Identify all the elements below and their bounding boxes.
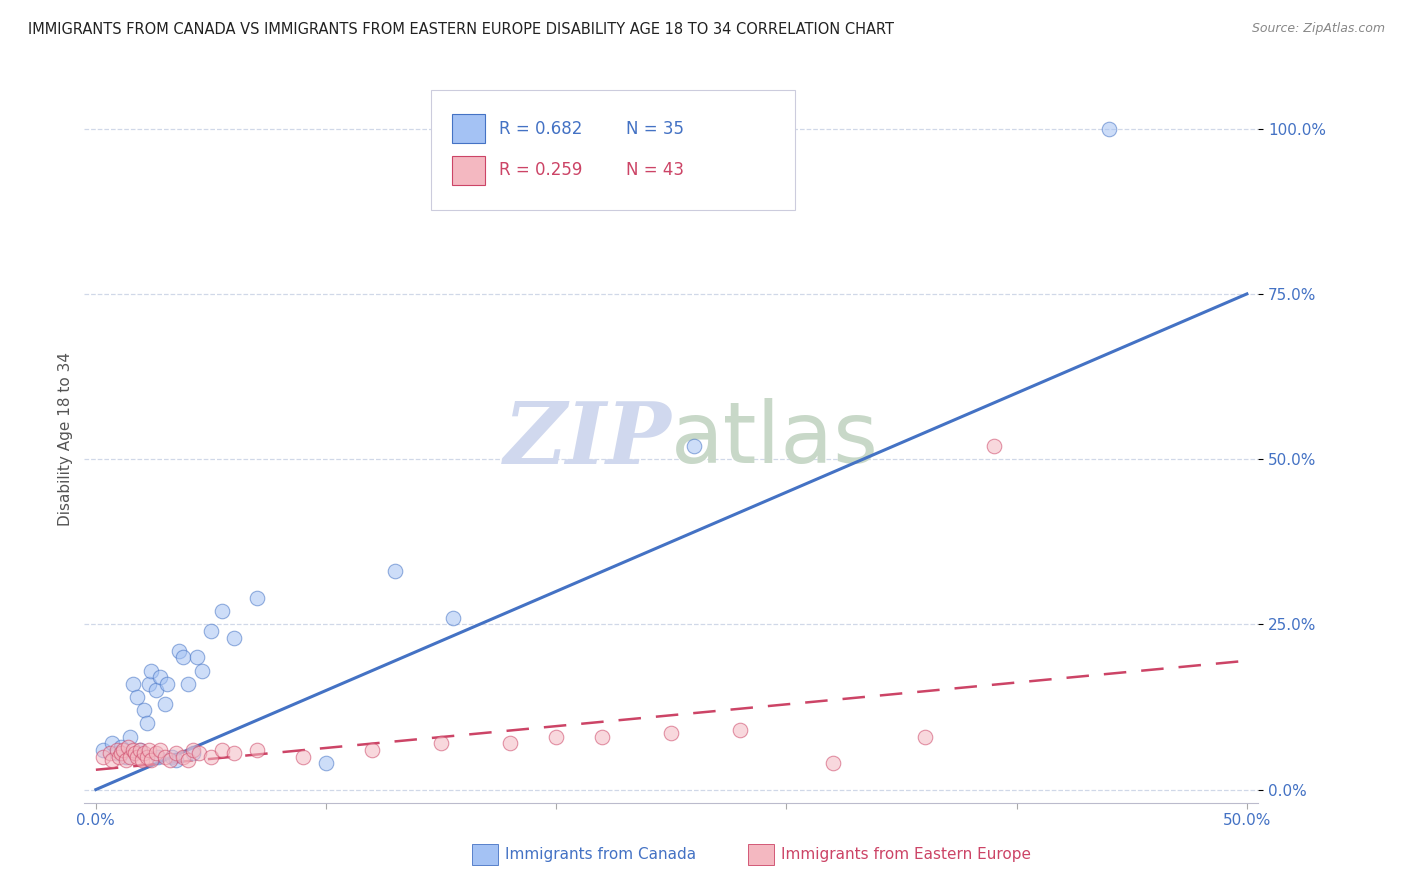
Point bbox=[127, 749, 149, 764]
Bar bbox=[451, 114, 485, 144]
Bar bbox=[748, 844, 773, 865]
Point bbox=[181, 746, 204, 760]
Point bbox=[139, 664, 162, 678]
Point bbox=[139, 753, 162, 767]
Point bbox=[156, 677, 179, 691]
Point bbox=[211, 604, 233, 618]
Point bbox=[222, 746, 245, 760]
Point bbox=[160, 749, 183, 764]
Point bbox=[188, 746, 211, 760]
Point bbox=[91, 749, 114, 764]
Point bbox=[110, 739, 132, 754]
Point bbox=[145, 683, 167, 698]
Point bbox=[101, 753, 124, 767]
Text: Immigrants from Eastern Europe: Immigrants from Eastern Europe bbox=[780, 847, 1031, 862]
Point bbox=[121, 677, 143, 691]
Point bbox=[108, 749, 131, 764]
Text: R = 0.259: R = 0.259 bbox=[499, 161, 582, 179]
FancyBboxPatch shape bbox=[430, 90, 794, 211]
Point bbox=[292, 749, 315, 764]
Point bbox=[105, 746, 128, 760]
Point bbox=[246, 743, 269, 757]
Point bbox=[441, 611, 464, 625]
Point bbox=[146, 749, 169, 764]
Point bbox=[138, 743, 160, 757]
Point bbox=[186, 650, 208, 665]
Point bbox=[114, 749, 136, 764]
Point bbox=[683, 439, 706, 453]
Point bbox=[211, 743, 233, 757]
Text: Source: ZipAtlas.com: Source: ZipAtlas.com bbox=[1251, 22, 1385, 36]
Point bbox=[128, 743, 150, 757]
Bar bbox=[472, 844, 498, 865]
Point bbox=[120, 730, 142, 744]
Point bbox=[1098, 121, 1121, 136]
Point bbox=[730, 723, 752, 737]
Point bbox=[172, 650, 194, 665]
Point bbox=[177, 677, 200, 691]
Point bbox=[181, 743, 204, 757]
Point bbox=[191, 664, 214, 678]
Point bbox=[135, 749, 157, 764]
Point bbox=[138, 677, 160, 691]
Y-axis label: Disability Age 18 to 34: Disability Age 18 to 34 bbox=[58, 352, 73, 526]
Text: Immigrants from Canada: Immigrants from Canada bbox=[505, 847, 696, 862]
Point bbox=[114, 753, 136, 767]
Point bbox=[128, 743, 150, 757]
Point bbox=[246, 591, 269, 605]
Point bbox=[914, 730, 936, 744]
Point bbox=[149, 670, 172, 684]
Point bbox=[499, 736, 522, 750]
Point bbox=[121, 743, 143, 757]
Point bbox=[159, 753, 181, 767]
Text: IMMIGRANTS FROM CANADA VS IMMIGRANTS FROM EASTERN EUROPE DISABILITY AGE 18 TO 34: IMMIGRANTS FROM CANADA VS IMMIGRANTS FRO… bbox=[28, 22, 894, 37]
Point bbox=[117, 739, 139, 754]
Point bbox=[546, 730, 568, 744]
Point bbox=[821, 756, 844, 771]
Point bbox=[165, 753, 187, 767]
Point bbox=[165, 746, 187, 760]
Point bbox=[361, 743, 384, 757]
Point bbox=[134, 703, 156, 717]
Point bbox=[200, 749, 222, 764]
Point bbox=[135, 716, 157, 731]
Point bbox=[149, 743, 172, 757]
Text: N = 43: N = 43 bbox=[626, 161, 683, 179]
Text: ZIP: ZIP bbox=[503, 398, 672, 481]
Point bbox=[110, 746, 132, 760]
Point bbox=[384, 565, 406, 579]
Point bbox=[145, 746, 167, 760]
Point bbox=[153, 697, 176, 711]
Point bbox=[591, 730, 613, 744]
Point bbox=[167, 644, 190, 658]
Point bbox=[153, 749, 176, 764]
Point bbox=[983, 439, 1005, 453]
Text: N = 35: N = 35 bbox=[626, 120, 683, 138]
Point bbox=[112, 743, 135, 757]
Bar bbox=[451, 156, 485, 185]
Point bbox=[101, 736, 124, 750]
Point bbox=[200, 624, 222, 638]
Point bbox=[430, 736, 453, 750]
Text: R = 0.682: R = 0.682 bbox=[499, 120, 582, 138]
Point bbox=[98, 746, 121, 760]
Point bbox=[124, 746, 146, 760]
Point bbox=[661, 726, 683, 740]
Point bbox=[120, 749, 142, 764]
Point bbox=[131, 753, 153, 767]
Point bbox=[222, 631, 245, 645]
Point bbox=[177, 753, 200, 767]
Point bbox=[134, 746, 156, 760]
Point bbox=[105, 743, 128, 757]
Point bbox=[315, 756, 337, 771]
Text: atlas: atlas bbox=[672, 398, 879, 481]
Point bbox=[91, 743, 114, 757]
Point bbox=[172, 749, 194, 764]
Point bbox=[127, 690, 149, 704]
